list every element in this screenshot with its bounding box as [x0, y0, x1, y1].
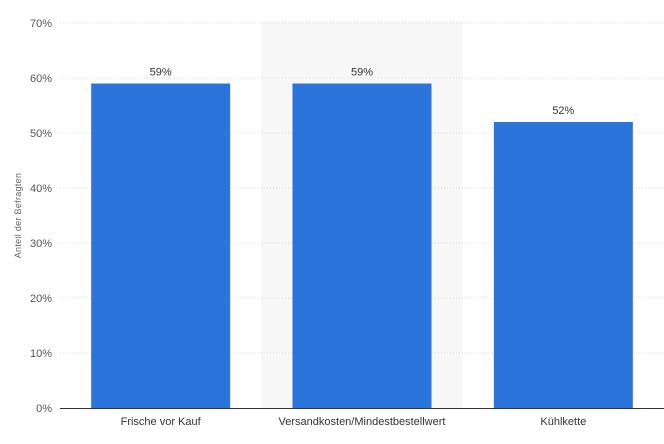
bar[interactable]: [292, 83, 432, 409]
x-axis-categories: Frische vor Kauf Versandkosten/Mindestbes…: [121, 416, 587, 428]
y-tick-label: 10%: [30, 348, 52, 360]
y-tick-label: 30%: [30, 238, 52, 250]
y-axis-label: Anteil der Befragten: [13, 173, 23, 259]
data-labels: 59% 59% 52%: [150, 67, 575, 118]
data-label: 59%: [351, 67, 373, 79]
y-axis-ticks: 0% 10% 20% 30% 40% 50% 60% 70%: [30, 18, 52, 415]
bars: [91, 83, 633, 409]
bar[interactable]: [91, 83, 231, 409]
x-category-label: Versandkosten/Mindestbestellwert: [279, 416, 446, 428]
y-tick-label: 60%: [30, 73, 52, 85]
data-label: 59%: [150, 67, 172, 79]
y-tick-label: 40%: [30, 183, 52, 195]
y-tick-label: 50%: [30, 128, 52, 140]
y-tick-label: 20%: [30, 293, 52, 305]
y-tick-label: 0%: [36, 403, 52, 415]
y-tick-label: 70%: [30, 18, 52, 30]
bar[interactable]: [493, 122, 633, 408]
x-category-label: Kühlkette: [540, 416, 586, 428]
x-category-label: Frische vor Kauf: [121, 416, 202, 428]
data-label: 52%: [552, 105, 574, 117]
